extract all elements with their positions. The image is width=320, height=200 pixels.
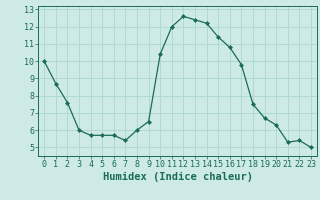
X-axis label: Humidex (Indice chaleur): Humidex (Indice chaleur) <box>103 172 252 182</box>
